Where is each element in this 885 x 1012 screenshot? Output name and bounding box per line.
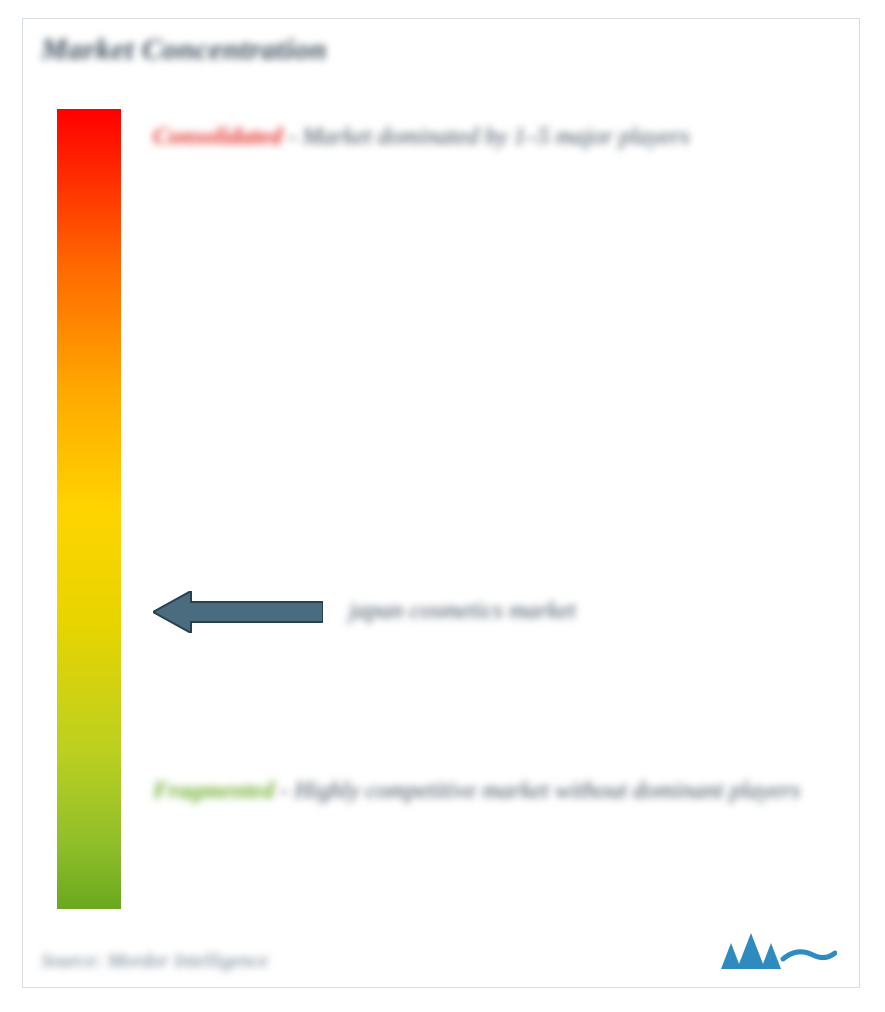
consolidated-keyword: Consolidated xyxy=(153,124,282,150)
fragmented-label: Fragmented - Highly competitive market w… xyxy=(153,769,833,815)
consolidated-desc: - Market dominated by 1–5 major players xyxy=(288,124,689,150)
consolidated-label: Consolidated - Market dominated by 1–5 m… xyxy=(153,115,833,161)
infographic-frame: Market Concentration Consolidated - Mark… xyxy=(22,18,860,988)
position-arrow xyxy=(153,591,323,633)
market-position-row: japan cosmetics market xyxy=(153,589,833,635)
concentration-gradient-bar xyxy=(57,109,121,909)
fragmented-keyword: Fragmented xyxy=(153,778,274,804)
source-attribution: Source: Mordor Intelligence xyxy=(41,950,268,973)
logo-icon xyxy=(717,925,837,977)
gradient-bar-svg xyxy=(57,109,121,909)
chart-title: Market Concentration xyxy=(41,33,327,67)
fragmented-desc: - Highly competitive market without domi… xyxy=(280,778,800,804)
arrow-icon xyxy=(153,591,323,633)
labels-area: Consolidated - Market dominated by 1–5 m… xyxy=(153,109,833,909)
brand-logo xyxy=(717,925,837,977)
market-name: japan cosmetics market xyxy=(349,589,576,635)
